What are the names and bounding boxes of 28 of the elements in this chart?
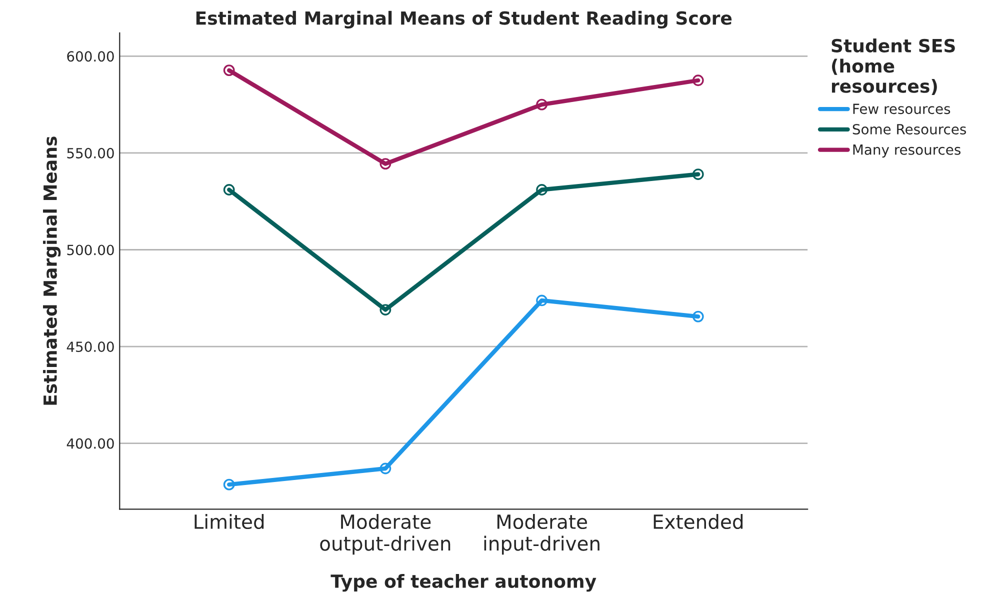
- point: [223, 478, 235, 490]
- y-tick-label: 400.00: [66, 438, 114, 449]
- point: [223, 184, 235, 196]
- point: [223, 64, 235, 76]
- x-tick-label: Limited: [194, 514, 264, 530]
- x-tick-label: Moderate output-driven: [320, 514, 450, 555]
- point: [536, 98, 548, 110]
- point: [536, 184, 548, 196]
- legend-label: Few resources: [853, 104, 950, 114]
- y-tick-label: 550.00: [67, 148, 114, 158]
- x-tick-label: Extended: [654, 514, 743, 530]
- y-tick-label: 600.00: [67, 51, 114, 62]
- point: [536, 294, 548, 306]
- y-tick-label: 500.00: [67, 244, 114, 256]
- point: [692, 74, 704, 86]
- point: [692, 168, 704, 180]
- chart-title: Estimated Marginal Means of Student Reading Score: [196, 10, 732, 29]
- x-tick-label: Moderate input-driven: [484, 514, 600, 555]
- x-axis-title: Type of teacher autonomy: [330, 574, 596, 592]
- point: [380, 158, 392, 170]
- point: [380, 462, 392, 474]
- legend-label: Some Resources: [852, 124, 966, 134]
- legend-label: Many resources: [853, 144, 960, 158]
- point: [692, 310, 704, 322]
- y-tick-label: 450.00: [66, 342, 114, 352]
- point: [380, 304, 392, 316]
- y-axis-title: Estimated Marginal Means: [43, 136, 61, 405]
- legend-title: Student SES (home resources): [832, 38, 955, 96]
